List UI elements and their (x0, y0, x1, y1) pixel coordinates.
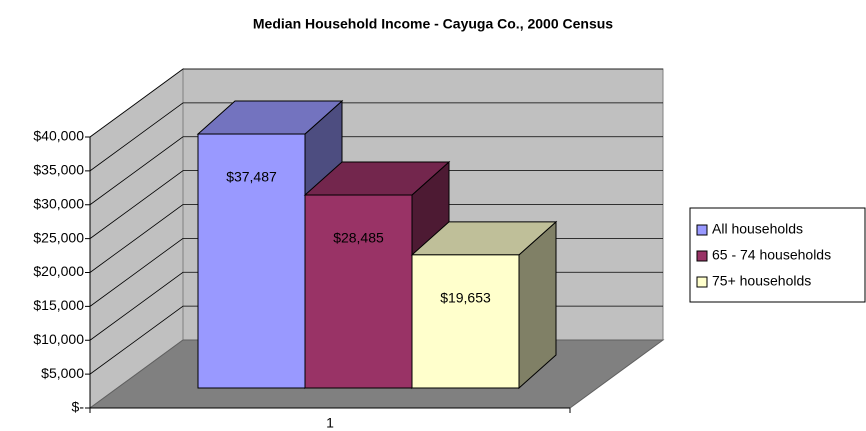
y-tick-label: $20,000 (33, 263, 84, 279)
legend-swatch (696, 250, 708, 262)
y-tick-label: $15,000 (33, 297, 84, 313)
legend-swatch (696, 276, 708, 288)
y-tick-label: $10,000 (33, 331, 84, 347)
grid-line (89, 102, 663, 172)
legend-label: 65 - 74 households (712, 247, 831, 263)
legend-label: 75+ households (712, 273, 811, 289)
data-label: $37,487 (226, 169, 277, 185)
bar-front (411, 254, 520, 389)
chart-title: Median Household Income - Cayuga Co., 20… (253, 16, 613, 32)
grid-line (89, 136, 663, 206)
y-tick-label: $35,000 (33, 162, 84, 178)
legend-swatch (696, 224, 708, 236)
x-tick-label: 1 (326, 415, 334, 431)
y-tick-label: $40,000 (33, 128, 84, 144)
bar-front (304, 194, 413, 389)
y-tick-label: $25,000 (33, 229, 84, 245)
bar (410, 220, 558, 390)
grid-line (89, 170, 663, 239)
data-label: $19,653 (440, 290, 491, 306)
y-tick-label: $5,000 (41, 365, 84, 381)
legend-label: All households (712, 221, 803, 237)
grid-line (89, 204, 663, 273)
y-tick-label: $30,000 (33, 195, 84, 211)
data-label: $28,485 (333, 230, 384, 246)
legend-box (689, 207, 866, 303)
grid-line (89, 68, 663, 138)
y-tick-label: $- (72, 399, 85, 415)
